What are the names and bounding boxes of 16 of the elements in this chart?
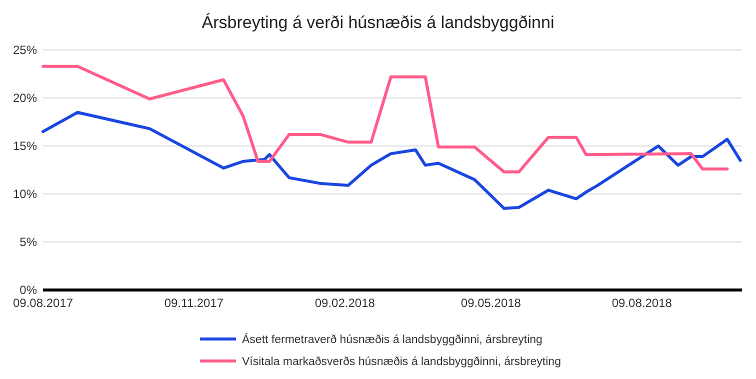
x-tick-label: 09.08.2018 [612, 296, 672, 310]
y-tick-label: 0% [20, 283, 38, 298]
x-tick-label: 09.05.2018 [460, 296, 522, 310]
y-tick-label: 20% [12, 91, 38, 106]
legend-label: Ásett fermetraverð húsnæðis á landsbyggðinni, ársbreyting [242, 333, 542, 346]
y-tick-label: 15% [12, 139, 38, 154]
line-series [42, 110, 742, 210]
line-series [42, 64, 729, 174]
y-tick-label: 25% [12, 43, 38, 58]
y-tick-label: 10% [12, 187, 38, 202]
x-tick-label: 09.02.2018 [314, 296, 376, 310]
chart-title: Ársbreyting á verði húsnæðis á landsbyggðinni [202, 13, 554, 32]
y-tick-label: 5% [20, 235, 38, 250]
x-tick-label: 09.11.2017 [164, 296, 224, 310]
x-tick-label: 09.08.2017 [12, 296, 74, 310]
legend-label: Vísitala markaðsverðs húsnæðis á landsbyggðinni, ársbreyting [242, 356, 561, 368]
